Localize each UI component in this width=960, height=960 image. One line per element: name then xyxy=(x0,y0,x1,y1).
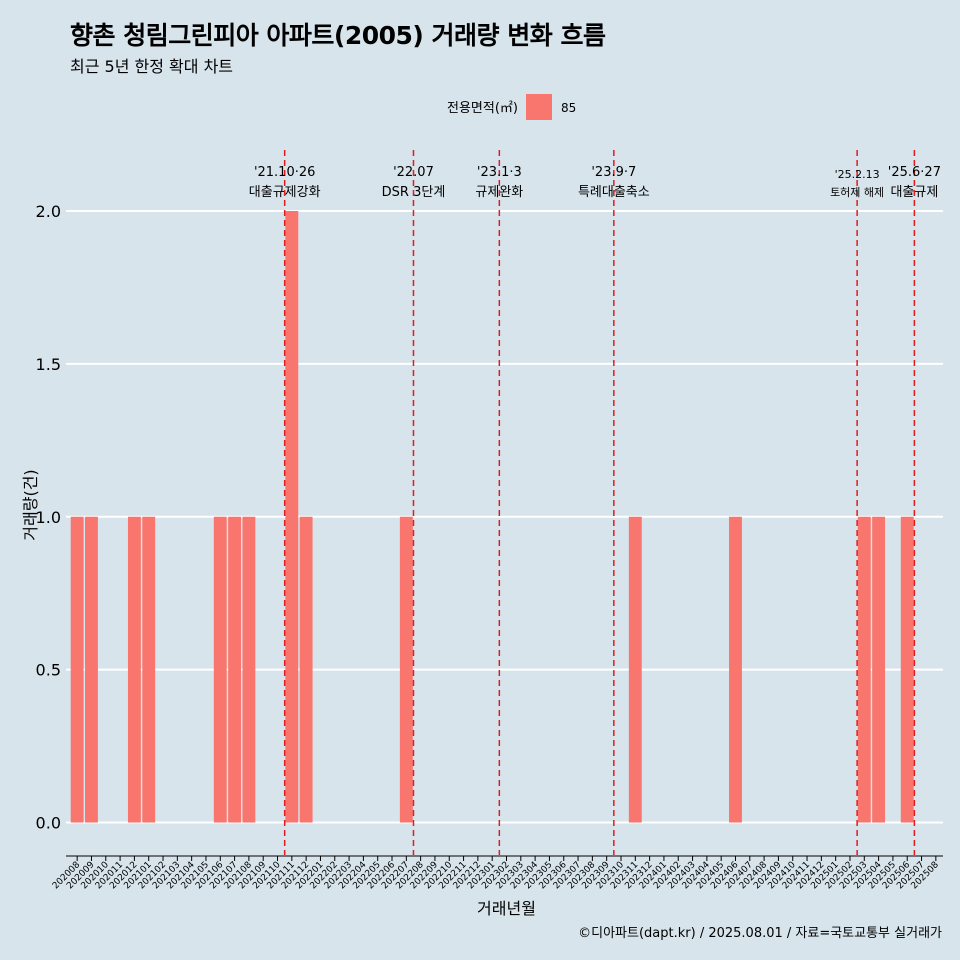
y-axis-title: 거래량(건) xyxy=(21,469,40,540)
source-caption: ©디아파트(dapt.kr) / 2025.08.01 / 자료=국토교통부 실… xyxy=(578,926,942,941)
bar xyxy=(213,516,227,823)
bar xyxy=(228,516,242,823)
event-label: 규제완화 xyxy=(475,185,523,200)
y-tick-label: 1.5 xyxy=(36,355,61,374)
bar xyxy=(900,516,914,823)
axes: 0.00.51.01.52.02020082020092020102020112… xyxy=(21,202,943,918)
event-label: DSR 3단계 xyxy=(382,185,446,200)
legend: 전용면적(㎡) 85 xyxy=(447,94,576,120)
page-title: 향촌 청림그린피아 아파트(2005) 거래량 변화 흐름 xyxy=(70,21,606,50)
bar xyxy=(127,516,141,823)
grid-lines xyxy=(66,210,943,824)
legend-swatch xyxy=(526,94,552,120)
y-tick-label: 0.0 xyxy=(36,814,61,833)
x-axis-title: 거래년월 xyxy=(477,899,536,918)
bars xyxy=(70,211,914,823)
bar xyxy=(85,516,98,823)
bar xyxy=(299,516,313,823)
bar xyxy=(242,516,256,823)
event-label: 특례대출축소 xyxy=(578,185,650,200)
bar xyxy=(729,516,742,823)
event-date-label: '21.10·26 xyxy=(254,165,315,180)
legend-title: 전용면적(㎡) xyxy=(447,101,518,116)
event-markers: '21.10·26 대출규제강화 '22.07 DSR 3단계 '23.1·3 규제완화 '… xyxy=(249,150,941,855)
bar xyxy=(628,516,642,823)
bar xyxy=(399,516,413,823)
event-date-label: '23.9·7 xyxy=(591,165,636,180)
bar xyxy=(857,516,871,823)
event-date-label: '23.1·3 xyxy=(477,165,522,180)
page-subtitle: 최근 5년 한정 확대 차트 xyxy=(70,57,234,76)
event-date-label: '25.2.13 xyxy=(835,168,880,181)
event-date-label: '22.07 xyxy=(393,165,434,180)
event-label: 대출규제강화 xyxy=(249,185,321,200)
bar xyxy=(142,516,156,823)
bar xyxy=(872,516,886,823)
y-tick-label: 0.5 xyxy=(36,661,61,680)
event-label: 대출규제 xyxy=(890,185,938,200)
y-tick-label: 2.0 xyxy=(36,202,61,221)
legend-entry: 85 xyxy=(561,101,576,115)
y-tick-label: 1.0 xyxy=(36,508,61,527)
event-label: 토허제 해제 xyxy=(830,185,884,199)
bar xyxy=(285,211,299,823)
bar xyxy=(70,516,84,823)
event-date-label: '25.6·27 xyxy=(888,165,941,180)
